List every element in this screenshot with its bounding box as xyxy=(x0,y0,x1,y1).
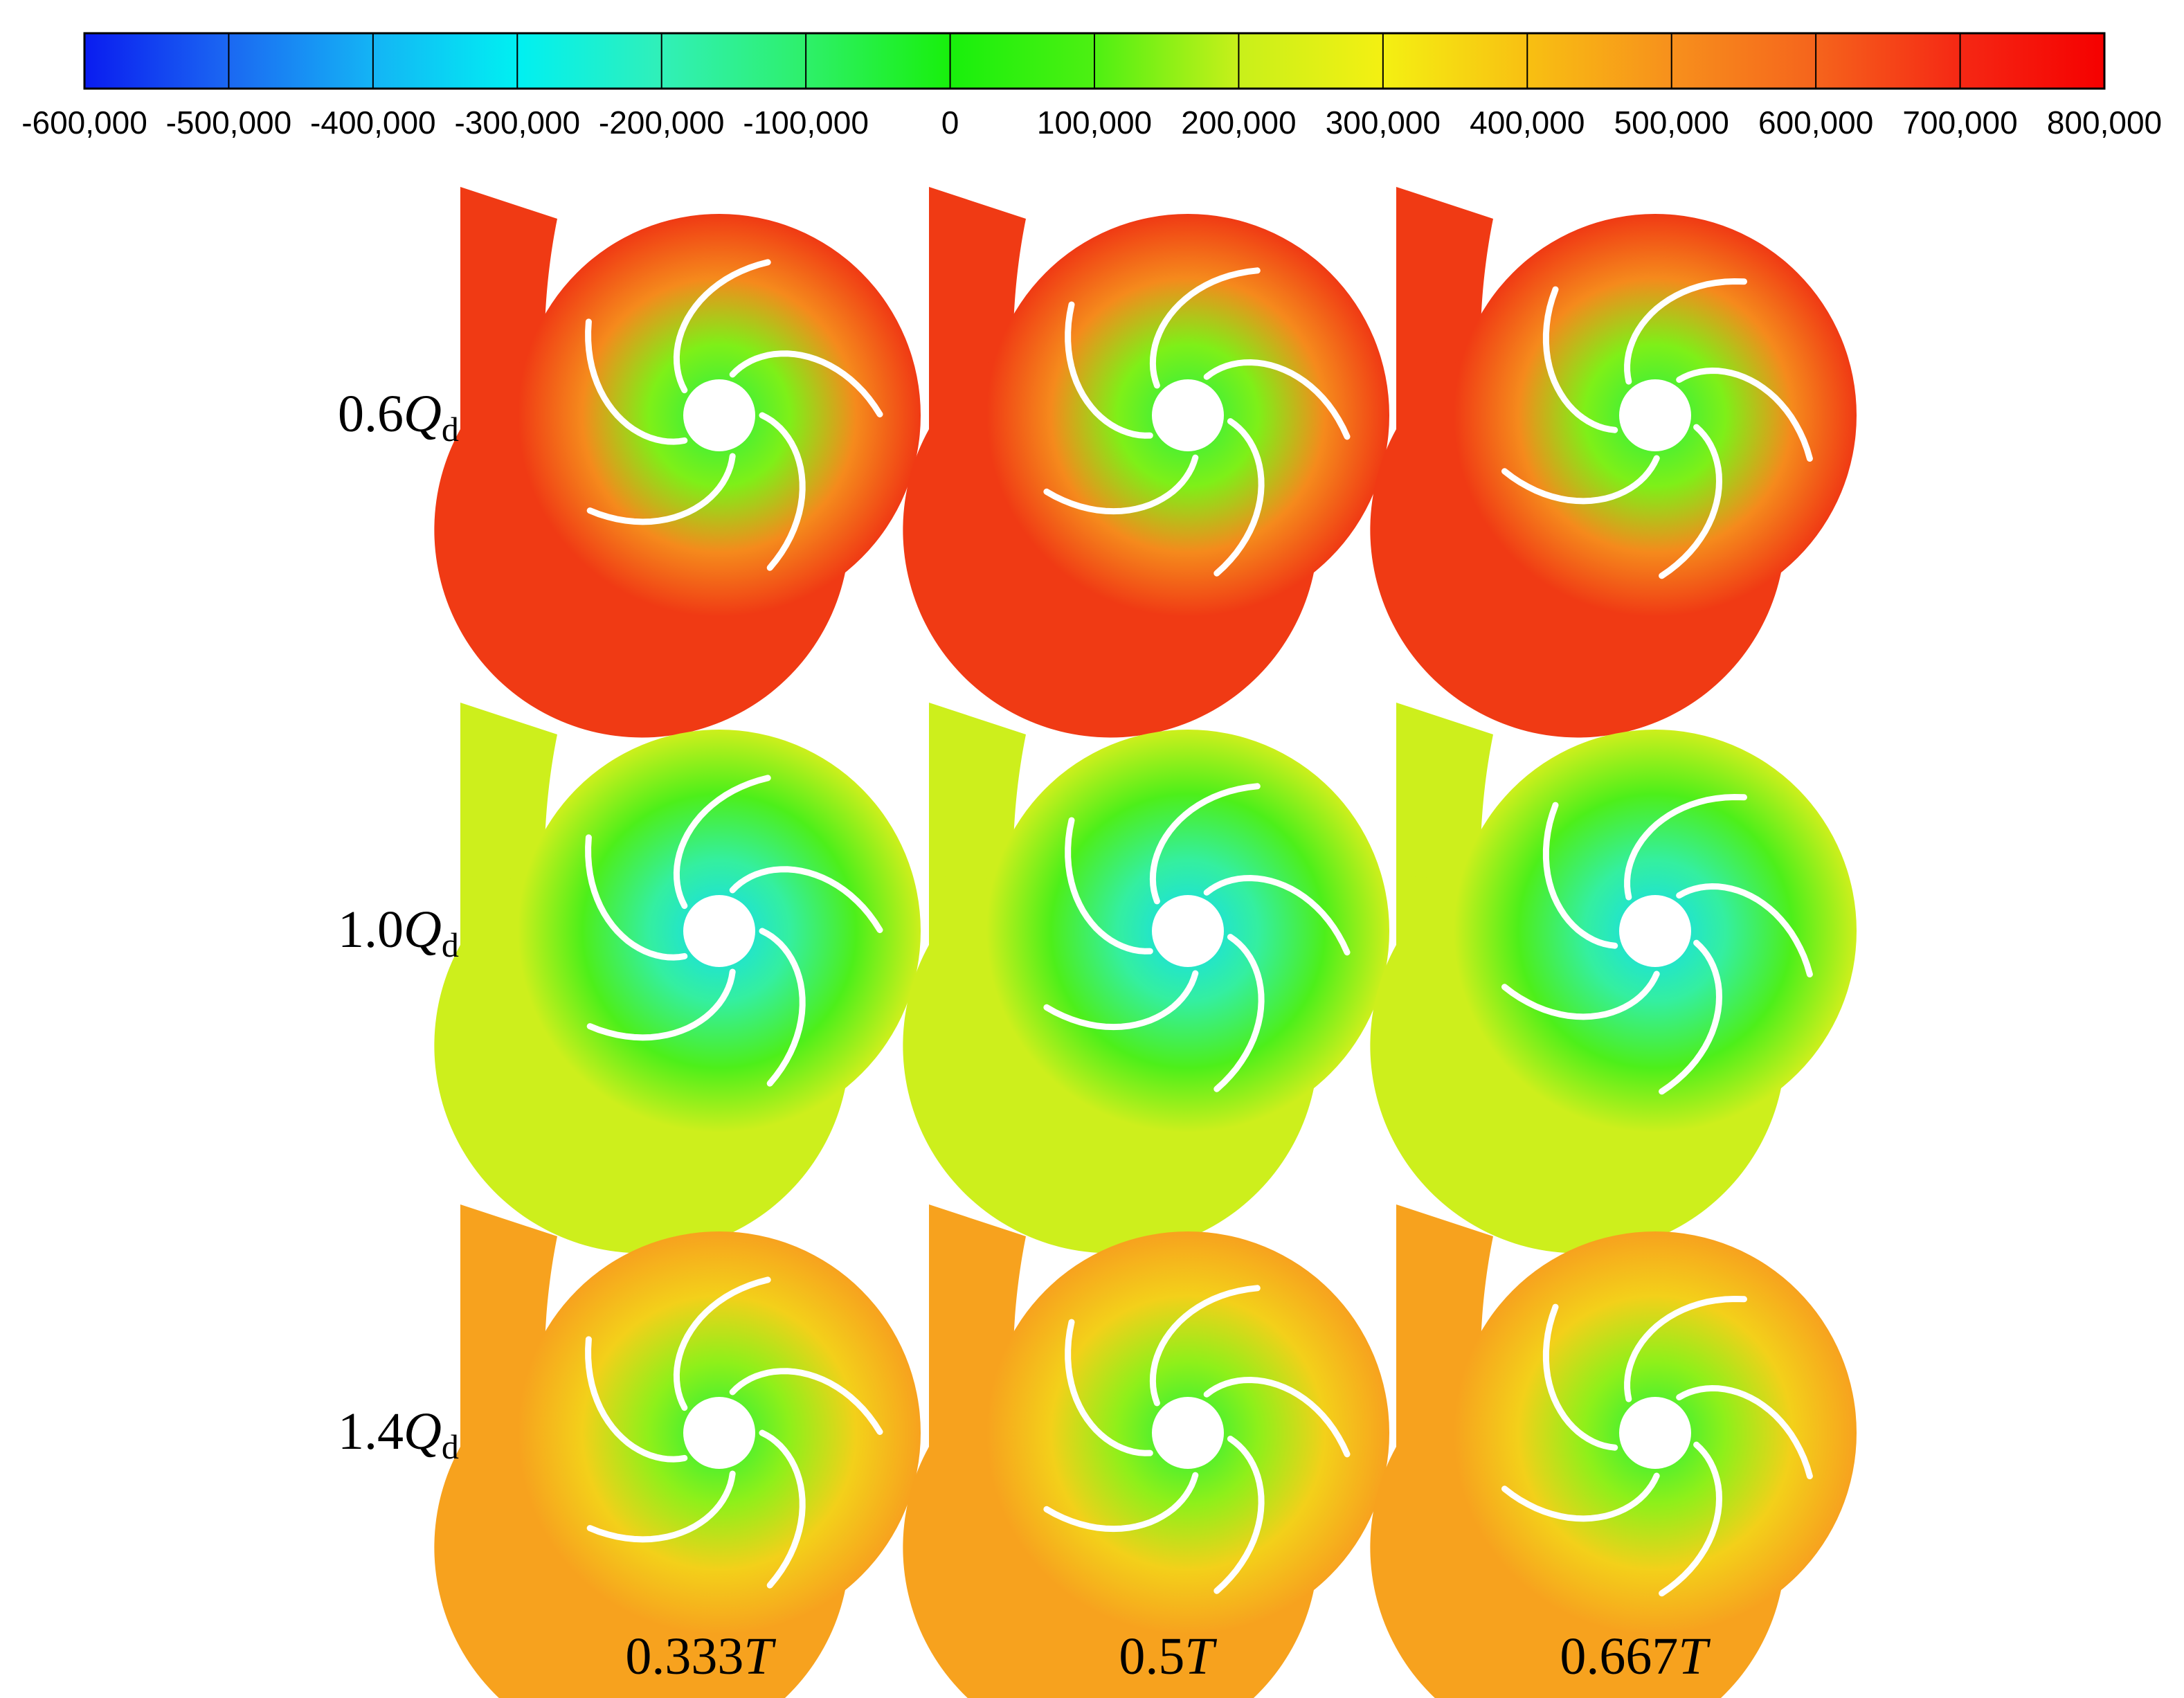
colorbar-tick-label: -500,000 xyxy=(166,105,292,141)
impeller-blade xyxy=(1043,454,1199,515)
impeller-hub xyxy=(683,379,755,451)
impeller-blade xyxy=(586,968,736,1041)
discharge-pipe xyxy=(1396,703,1493,884)
impeller-blade xyxy=(673,1276,771,1411)
impeller-blade xyxy=(1065,817,1153,955)
impeller-blade xyxy=(1149,783,1261,905)
discharge-pipe xyxy=(929,1204,1026,1386)
volute-panel-r1-c1 xyxy=(903,703,1389,1254)
impeller-blade xyxy=(1149,267,1261,389)
colorbar-tick-label: -200,000 xyxy=(599,105,725,141)
impeller-hub xyxy=(1152,1397,1224,1469)
volute-panel-r0-c0 xyxy=(434,187,921,738)
impeller-hub xyxy=(1619,895,1691,967)
impeller-blade xyxy=(729,866,883,933)
contour-panels xyxy=(434,187,1857,1698)
impeller-blade xyxy=(1501,1472,1660,1522)
impeller-blade xyxy=(585,318,688,445)
impeller-blade xyxy=(1624,1295,1747,1402)
impeller-hub xyxy=(1152,379,1224,451)
impeller-blade xyxy=(759,928,806,1087)
impeller-blade xyxy=(1676,367,1813,462)
colorbar-tick-label: 500,000 xyxy=(1614,105,1729,141)
row-label-2: 1.4Qd xyxy=(338,1402,459,1466)
impeller-blade xyxy=(759,1429,806,1589)
col-label-0: 0.333T xyxy=(625,1627,773,1686)
impeller-blade xyxy=(1043,1472,1199,1533)
impeller-blade xyxy=(729,350,883,417)
impeller-blade xyxy=(1203,359,1351,440)
discharge-pipe xyxy=(929,187,1026,368)
colorbar-tick-label: 400,000 xyxy=(1470,105,1585,141)
impeller-blade xyxy=(1659,939,1723,1095)
impeller-blade xyxy=(1203,1376,1351,1458)
impeller-hub xyxy=(1152,895,1224,967)
discharge-pipe xyxy=(1396,1204,1493,1386)
impeller-blade xyxy=(1213,418,1265,577)
volute-panel-r2-c2 xyxy=(1370,1204,1857,1698)
colorbar-tick-label: 100,000 xyxy=(1037,105,1152,141)
impeller-blade xyxy=(586,453,736,525)
impeller-hub xyxy=(683,1397,755,1469)
colorbar-tick-label: -300,000 xyxy=(454,105,580,141)
discharge-pipe xyxy=(460,187,557,368)
colorbar-tick-label: -100,000 xyxy=(743,105,869,141)
volute-panel-r1-c2 xyxy=(1370,703,1857,1254)
impeller-blade xyxy=(1065,1319,1153,1456)
impeller-blade xyxy=(1659,424,1723,579)
impeller-blade xyxy=(1213,934,1265,1092)
col-label-1: 0.5T xyxy=(1119,1627,1214,1686)
colorbar: -600,000 -500,000 -400,000 -300,000 -200,000… xyxy=(21,32,2162,141)
impeller-blade xyxy=(1624,278,1747,385)
impeller-blade xyxy=(1065,301,1153,439)
colorbar-tick-label: 0 xyxy=(941,105,959,141)
volute-panel-r0-c1 xyxy=(903,187,1389,738)
impeller-blade xyxy=(673,775,771,910)
impeller-blade xyxy=(1203,874,1351,956)
row-label-1: 1.0Qd xyxy=(338,901,459,964)
volute-panel-r2-c1 xyxy=(903,1204,1389,1698)
impeller-blade xyxy=(1542,802,1618,949)
impeller-blade xyxy=(1542,1303,1618,1451)
col-label-2: 0.667T xyxy=(1560,1627,1708,1686)
impeller-blade xyxy=(1501,970,1660,1020)
impeller-hub xyxy=(1619,379,1691,451)
impeller-blade xyxy=(1213,1436,1265,1594)
impeller-blade xyxy=(1624,793,1747,901)
volute-panel-r2-c0 xyxy=(434,1204,921,1698)
colorbar-tick-label: 300,000 xyxy=(1326,105,1441,141)
impeller-blade xyxy=(1501,455,1660,505)
impeller-hub xyxy=(683,895,755,967)
impeller-hub xyxy=(1619,1397,1691,1469)
colorbar-tick-label: -400,000 xyxy=(310,105,436,141)
impeller-blade xyxy=(1043,970,1199,1031)
colorbar-tick-label: 200,000 xyxy=(1181,105,1296,141)
impeller-blade xyxy=(673,259,771,394)
colorbar-tick-label: -600,000 xyxy=(21,105,147,141)
discharge-pipe xyxy=(1396,187,1493,368)
colorbar-tick-label: 700,000 xyxy=(1902,105,2017,141)
impeller-blade xyxy=(586,1470,736,1543)
discharge-pipe xyxy=(460,703,557,884)
impeller-blade xyxy=(729,1368,883,1435)
impeller-blade xyxy=(1676,1384,1813,1479)
impeller-blade xyxy=(1659,1441,1723,1597)
discharge-pipe xyxy=(460,1204,557,1386)
impeller-blade xyxy=(585,834,688,961)
colorbar-tick-label: 600,000 xyxy=(1758,105,1873,141)
impeller-blade xyxy=(759,412,806,571)
impeller-blade xyxy=(585,1336,688,1463)
volute-panel-r1-c0 xyxy=(434,703,921,1254)
impeller-blade xyxy=(1676,883,1813,977)
row-label-0: 0.6Qd xyxy=(338,385,459,449)
impeller-blade xyxy=(1542,286,1618,433)
volute-panel-r0-c2 xyxy=(1370,187,1857,738)
colorbar-tick-label: 800,000 xyxy=(2047,105,2162,141)
impeller-blade xyxy=(1149,1285,1261,1407)
discharge-pipe xyxy=(929,703,1026,884)
